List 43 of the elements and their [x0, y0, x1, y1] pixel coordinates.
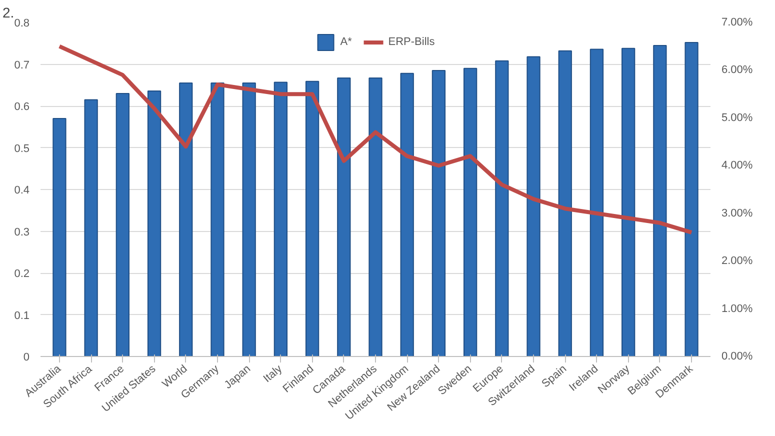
- bar: [147, 90, 162, 356]
- bar: [463, 68, 478, 356]
- y2-tick-label: 0.00%: [722, 350, 753, 362]
- bar: [526, 56, 540, 356]
- x-tick-label: Italy: [261, 362, 285, 386]
- y-tick-label: 0.2: [14, 268, 30, 280]
- bar: [684, 42, 698, 356]
- y-tick-label: 0.4: [14, 184, 30, 196]
- bar: [242, 82, 256, 356]
- y-tick-label: 0.6: [14, 101, 30, 113]
- legend-label: ERP-Bills: [388, 36, 435, 48]
- bar: [653, 44, 667, 356]
- bar: [432, 70, 446, 356]
- bar: [179, 82, 193, 356]
- y2-tick-label: 7.00%: [722, 16, 753, 28]
- y-tick-label: 0.5: [14, 142, 30, 155]
- y2-tick-label: 6.00%: [722, 64, 753, 76]
- bar: [337, 78, 351, 356]
- y2-tick-label: 2.00%: [722, 255, 753, 268]
- bar: [558, 50, 572, 356]
- bar: [590, 48, 604, 356]
- y-tick-label: 0.3: [14, 226, 30, 238]
- bar: [400, 72, 414, 356]
- y2-tick-label: 5.00%: [722, 112, 753, 124]
- bar: [210, 82, 224, 356]
- bar: [52, 118, 66, 356]
- y2-tick-label: 1.00%: [722, 302, 753, 315]
- bar: [368, 78, 382, 356]
- y2-tick-label: 4.00%: [722, 160, 753, 172]
- text: 2.: [2, 4, 14, 20]
- bar: [274, 82, 288, 356]
- y-tick-label: 0: [23, 352, 30, 364]
- bar: [84, 99, 98, 356]
- bar: [622, 48, 636, 356]
- y-tick-label: 0.7: [14, 59, 30, 72]
- y-tick-label: 0.8: [14, 18, 30, 30]
- bar: [305, 80, 320, 356]
- y-tick-label: 0.1: [14, 310, 30, 322]
- y2-tick-label: 3.00%: [722, 207, 753, 220]
- legend-label: A*: [340, 36, 353, 48]
- bar: [495, 60, 509, 356]
- line-series: [57, 44, 694, 234]
- bar: [116, 92, 130, 356]
